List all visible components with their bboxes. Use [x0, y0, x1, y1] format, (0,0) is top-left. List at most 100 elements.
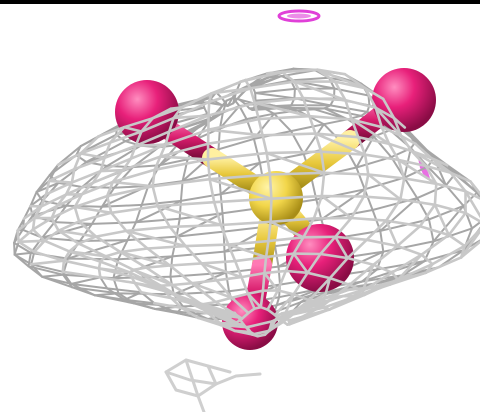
- mesh-meridian-segment-868: [355, 166, 366, 191]
- electron-density-mesh-front: [16, 68, 480, 338]
- mesh-diagonal-segment-160: [292, 252, 309, 275]
- mesh-ring-segment-759: [217, 137, 255, 151]
- mesh-ring-segment-256: [207, 101, 256, 117]
- mesh-ring-segment-657: [196, 316, 223, 327]
- mesh-meridian-segment-356: [125, 229, 149, 250]
- mesh-meridian-segment-308: [230, 296, 250, 315]
- mesh-ring-segment-179: [301, 96, 347, 102]
- mesh-diagonal-segment-763: [218, 105, 241, 130]
- mesh-ring-segment-19: [449, 171, 472, 183]
- mesh-meridian-segment-619: [153, 301, 183, 310]
- mesh-ring-segment-438: [31, 216, 54, 231]
- mesh-ring-segment-898: [432, 227, 473, 243]
- mesh-meridian-segment-248: [265, 151, 272, 176]
- mesh-ring-segment-312: [190, 278, 218, 285]
- mesh-meridian-segment-924: [313, 294, 345, 308]
- mesh-ring-segment-371: [103, 144, 137, 160]
- mesh-ring-segment-201: [267, 236, 305, 243]
- mesh-meridian-segment-399: [73, 205, 81, 223]
- mesh-ring-segment-481: [22, 205, 43, 220]
- mesh-meridian-segment-317: [168, 225, 187, 248]
- mesh-meridian-segment-543: [133, 281, 167, 293]
- mesh-diagonal-segment-253: [207, 128, 264, 137]
- mesh-ring-segment-529: [75, 154, 88, 163]
- mesh-diagonal-segment-174: [314, 132, 367, 156]
- mesh-diagonal-segment-203: [269, 220, 305, 239]
- mesh-meridian-segment-164: [333, 216, 353, 239]
- mesh-ring-segment-376: [122, 116, 155, 129]
- mesh-ring-segment-12: [447, 233, 466, 248]
- mesh-ring-segment-714: [178, 212, 224, 220]
- mesh-meridian-segment-234: [261, 271, 266, 293]
- mesh-ring-segment-146: [315, 68, 347, 76]
- mesh-ring-segment-323: [105, 185, 154, 198]
- mesh-ring-segment-172: [319, 150, 367, 156]
- mesh-ring-segment-197: [263, 269, 288, 275]
- mesh-diagonal-segment-289: [159, 155, 210, 161]
- mesh-meridian-segment-202: [302, 217, 316, 239]
- mesh-meridian-segment-51: [447, 211, 467, 237]
- mesh-ring-segment-103: [374, 106, 396, 120]
- mesh-meridian-segment-473: [43, 239, 71, 253]
- mesh-ring-segment-120: [306, 271, 332, 280]
- mesh-meridian-segment-111: [289, 76, 330, 82]
- mesh-diagonal-segment-217: [253, 101, 311, 118]
- mesh-ring-segment-290: [159, 142, 210, 158]
- mesh-ring-segment-903: [416, 184, 447, 200]
- mesh-ring-segment-355: [119, 247, 149, 254]
- mesh-ring-segment-937: [471, 221, 480, 230]
- mesh-ring-segment-618: [180, 306, 200, 320]
- mesh-ring-segment-733: [245, 320, 274, 329]
- mesh-ring-segment-233: [246, 289, 265, 296]
- mesh-diagonal-segment-339: [169, 106, 183, 110]
- mesh-meridian-segment-270: [246, 292, 256, 310]
- mesh-meridian-segment-547: [61, 270, 102, 279]
- mesh-meridian-segment-123: [346, 238, 369, 260]
- mesh-ring-segment-82: [328, 276, 352, 287]
- mesh-ring-segment-156: [276, 289, 295, 296]
- mesh-diagonal-segment-512: [29, 259, 66, 266]
- mesh-ring-segment-326: [111, 168, 156, 184]
- mesh-meridian-segment-545: [99, 276, 137, 285]
- mesh-ring-segment-328: [121, 155, 162, 172]
- mesh-diagonal-segment-181: [293, 80, 347, 102]
- mesh-meridian-segment-679: [140, 184, 150, 206]
- mesh-ring-segment-373: [108, 130, 143, 144]
- mesh-meridian-segment-615: [207, 312, 240, 319]
- mesh-ring-segment-314: [168, 262, 203, 267]
- mesh-meridian-segment-11: [431, 244, 466, 266]
- mesh-diagonal-segment-397: [57, 229, 98, 238]
- mesh-ring-segment-896: [423, 249, 465, 263]
- mesh-meridian-segment-90: [418, 203, 437, 228]
- mesh-ring-segment-359: [77, 211, 113, 223]
- mesh-meridian-segment-169: [362, 173, 370, 198]
- mesh-ring-segment-249: [206, 151, 269, 161]
- mesh-meridian-segment-61: [414, 142, 433, 160]
- mesh-ring-segment-391: [132, 266, 148, 272]
- mesh-ring-segment-7: [390, 271, 400, 281]
- mesh-meridian-segment-241: [267, 220, 272, 243]
- mesh-ring-segment-89: [384, 219, 422, 228]
- mesh-ring-segment-297: [172, 100, 211, 120]
- mesh-ring-segment-704: [172, 290, 230, 296]
- mesh-diagonal-segment-145: [315, 68, 367, 90]
- mesh-meridian-segment-284: [208, 177, 216, 204]
- mesh-ring-segment-330: [129, 143, 167, 160]
- mesh-meridian-segment-176: [350, 118, 360, 139]
- mesh-meridian-segment-133: [397, 158, 406, 180]
- mesh-meridian-segment-209: [319, 150, 326, 175]
- mesh-meridian-segment-511: [32, 250, 66, 263]
- mesh-meridian-segment-482: [39, 193, 48, 208]
- mesh-meridian-segment-245: [268, 173, 273, 200]
- mesh-meridian-segment-796: [252, 137, 261, 164]
- mesh-ring-segment-280: [168, 223, 223, 229]
- mesh-meridian-segment-198: [284, 252, 296, 273]
- mesh-ring-segment-60: [410, 149, 433, 160]
- mesh-diagonal-segment-914: [323, 107, 349, 121]
- mesh-meridian-segment-313: [200, 262, 218, 282]
- mesh-diagonal-segment-332: [134, 143, 167, 148]
- mesh-ring-segment-211: [265, 150, 323, 155]
- mesh-meridian-segment-439: [50, 204, 59, 220]
